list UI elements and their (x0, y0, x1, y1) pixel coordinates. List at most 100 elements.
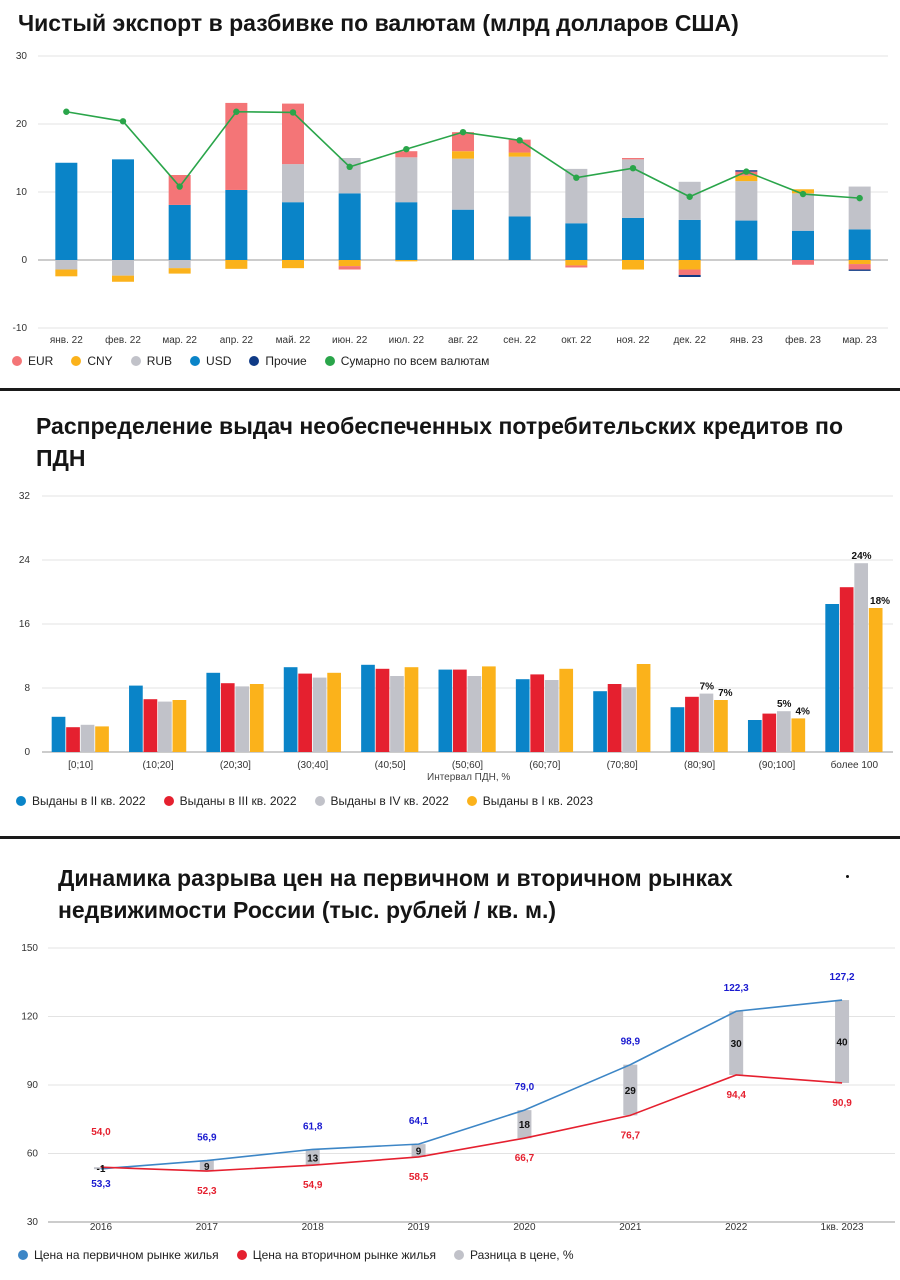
y-tick-label: 60 (27, 1149, 39, 1160)
y-tick-label: 30 (27, 1217, 39, 1228)
bar-3 (312, 677, 327, 752)
bar-3 (854, 563, 869, 752)
gap-label: 9 (204, 1162, 210, 1173)
bar-3 (390, 676, 404, 752)
gap-label: 18 (519, 1120, 531, 1131)
net-export-panel: Чистый экспорт в разбивке по валютам (мл… (0, 0, 900, 388)
data-label: 7% (718, 688, 733, 699)
legend-label: RUB (146, 354, 173, 368)
bar-segment-cny (848, 260, 871, 265)
total-point (799, 190, 807, 198)
x-tick-label: мар. 23 (842, 335, 877, 346)
bar-4 (791, 718, 806, 752)
bar-2 (685, 696, 699, 752)
chart1-legend-item: CNY (71, 354, 113, 368)
bar-segment-rub (55, 260, 78, 270)
secondary-price-label: 58,5 (409, 1172, 429, 1183)
y-tick-label: 32 (19, 491, 31, 502)
bar-segment-cny (55, 269, 78, 277)
y-tick-label: 30 (16, 51, 28, 62)
gap-bar (835, 1000, 850, 1083)
bar-segment-eur (395, 151, 418, 158)
x-tick-label: (50;60] (452, 760, 483, 771)
legend-label: Цена на вторичном рынке жилья (252, 1248, 436, 1262)
bar-1 (747, 720, 762, 752)
primary-price-label: 64,1 (409, 1116, 429, 1127)
x-tick-label: (30;40] (297, 760, 328, 771)
legend-marker-icon (314, 796, 325, 806)
bar-1 (361, 664, 375, 752)
bar-segment-rub (735, 181, 758, 221)
bar-segment-usd (792, 230, 814, 260)
data-label: 18% (870, 596, 890, 607)
x-tick-label: (10;20] (142, 760, 173, 771)
bar-segment-eur (168, 175, 191, 205)
bar-4 (636, 664, 651, 752)
x-tick-label: (80;90] (684, 760, 715, 771)
x-tick-label: окт. 22 (561, 335, 592, 346)
bar-1 (825, 604, 840, 752)
bar-segment-cny (395, 260, 418, 262)
bar-3 (544, 680, 559, 752)
primary-price-label: 53,3 (91, 1179, 111, 1190)
bar-segment-cny (508, 152, 531, 157)
bar-segment-usd (225, 189, 248, 260)
legend-label: USD (206, 354, 232, 368)
secondary-price-label: 54,9 (303, 1180, 323, 1191)
bar-4 (714, 700, 728, 752)
bar-4 (172, 700, 187, 752)
bar-4 (249, 684, 264, 752)
x-tick-label: дек. 22 (673, 335, 706, 346)
x-tick-label: (70;80] (607, 760, 638, 771)
secondary-price-label: 52,3 (197, 1186, 217, 1197)
bar-segment-cny (225, 260, 248, 269)
data-label: 7% (700, 682, 715, 693)
total-point (233, 108, 240, 115)
primary-price-label: 79,0 (515, 1082, 535, 1093)
bar-segment-eur (338, 266, 361, 270)
bar-4 (327, 672, 341, 752)
x-tick-label: янв. 23 (730, 335, 763, 346)
bar-segment-cny (452, 151, 474, 159)
bar-segment-eur (508, 139, 531, 153)
total-point (856, 194, 863, 202)
total-point (743, 168, 750, 175)
gap-label: -1 (96, 1164, 105, 1175)
x-tick-label: фев. 23 (785, 334, 821, 346)
data-label: 5% (777, 699, 792, 710)
x-tick-label: авг. 22 (448, 335, 478, 346)
bar-1 (51, 716, 66, 752)
bar-segment-rub (848, 186, 871, 230)
bar-segment-eur (225, 102, 248, 190)
divider-2 (0, 836, 900, 839)
x-tick-label: 2017 (196, 1222, 219, 1233)
bar-segment-eur (792, 260, 814, 265)
bar-segment-rub (112, 260, 134, 276)
y-tick-label: 10 (16, 187, 28, 198)
chart3-legend: Цена на первичном рынке жилья Цена на вто… (18, 1248, 574, 1262)
divider-1 (0, 388, 900, 391)
gap-label: 29 (625, 1086, 637, 1097)
bar-4 (868, 608, 883, 752)
x-tick-label: ноя. 22 (616, 335, 650, 346)
chart2-legend-item: Выданы в I кв. 2023 (466, 794, 593, 808)
legend-marker-icon (130, 356, 141, 366)
bar-segment-cny (112, 275, 134, 282)
bar-segment-cny (622, 260, 644, 270)
bar-segment-rub (395, 157, 418, 203)
primary-price-label: 127,2 (830, 972, 855, 983)
legend-label: Выданы в II кв. 2022 (32, 794, 146, 808)
bar-2 (220, 683, 235, 752)
bar-segment-usd (395, 202, 418, 260)
bar-1 (515, 679, 530, 752)
data-label: 24% (852, 551, 872, 562)
bar-3 (235, 686, 250, 752)
x-tick-label: 2016 (90, 1222, 113, 1233)
y-tick-label: 8 (24, 683, 30, 694)
legend-marker-icon (324, 356, 335, 366)
legend-marker-icon (249, 356, 260, 366)
gap-bar (199, 1160, 214, 1172)
total-point (346, 163, 353, 171)
bar-segment-прочие (848, 269, 871, 271)
gap-label: 40 (837, 1038, 849, 1049)
